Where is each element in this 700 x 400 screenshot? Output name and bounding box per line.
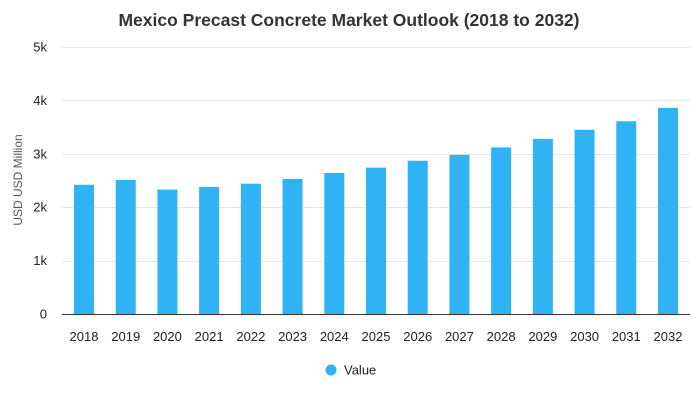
bar-2027[interactable] — [449, 154, 470, 314]
legend-label-value[interactable]: Value — [344, 363, 376, 378]
x-tick-label: 2028 — [487, 329, 516, 344]
y-axis-title: USD USD Million — [11, 134, 25, 225]
x-tick-label: 2022 — [236, 329, 265, 344]
y-tick-label: 0 — [40, 307, 47, 322]
bar-2028[interactable] — [491, 147, 512, 314]
x-tick-label: 2032 — [654, 329, 683, 344]
x-tick-label: 2020 — [153, 329, 182, 344]
x-tick-label: 2029 — [528, 329, 557, 344]
bar-2025[interactable] — [366, 167, 386, 314]
bar-2020[interactable] — [157, 189, 178, 314]
x-tick-label: 2026 — [403, 329, 432, 344]
x-tick-label: 2024 — [320, 329, 349, 344]
y-tick-label: 3k — [33, 146, 47, 161]
x-axis-ticks: 2018 2019 2020 2021 2022 2023 2024 2025 2026 2027… — [70, 329, 683, 344]
bar-2026[interactable] — [407, 160, 428, 314]
bar-2019[interactable] — [115, 179, 136, 314]
bar-2021[interactable] — [199, 186, 220, 314]
x-tick-label: 2027 — [445, 329, 474, 344]
x-tick-label: 2019 — [111, 329, 140, 344]
y-axis-ticks: 0 1k 2k 3k 4k 5k — [33, 40, 47, 322]
bar-2022[interactable] — [240, 183, 261, 314]
bars — [74, 107, 678, 314]
x-tick-label: 2023 — [278, 329, 307, 344]
y-tick-label: 2k — [33, 200, 47, 215]
legend[interactable]: Value — [325, 363, 377, 378]
bar-2032[interactable] — [658, 107, 678, 314]
x-tick-label: 2031 — [612, 329, 641, 344]
legend-swatch-value[interactable] — [325, 364, 337, 376]
bar-2024[interactable] — [324, 173, 345, 314]
y-tick-label: 5k — [33, 40, 47, 55]
x-tick-label: 2021 — [195, 329, 224, 344]
bar-2023[interactable] — [282, 178, 303, 314]
x-tick-label: 2018 — [70, 329, 99, 344]
bar-2018[interactable] — [74, 184, 94, 314]
y-tick-label: 4k — [33, 93, 47, 108]
chart-title: Mexico Precast Concrete Market Outlook (… — [118, 10, 579, 30]
bar-2030[interactable] — [574, 129, 595, 314]
bar-2031[interactable] — [616, 121, 637, 314]
x-tick-label: 2030 — [570, 329, 599, 344]
y-tick-label: 1k — [33, 253, 47, 268]
x-tick-label: 2025 — [362, 329, 391, 344]
bar-2029[interactable] — [532, 138, 553, 314]
